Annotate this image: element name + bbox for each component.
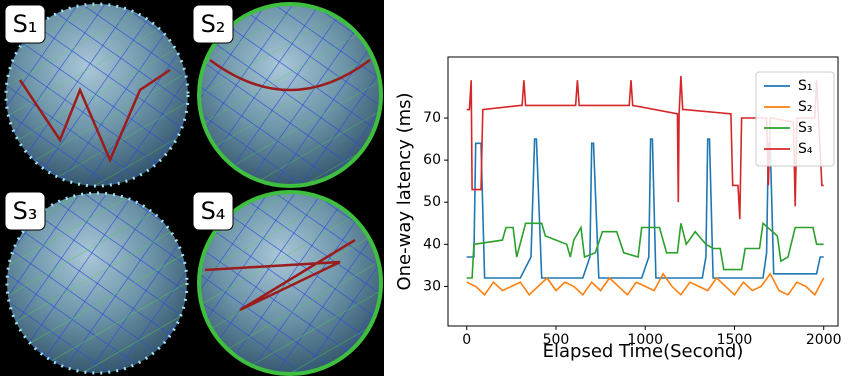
y-tick-label: 70 <box>423 110 441 126</box>
panel-label: S₁ <box>13 10 38 38</box>
globe <box>197 190 383 376</box>
panel-labels: S₁ S₂ S₃ S₄ <box>4 4 234 231</box>
legend-label: S₄ <box>798 141 813 157</box>
panel-label: S₂ <box>201 10 226 38</box>
x-tick-label: 500 <box>543 332 570 348</box>
y-tick-label: 30 <box>423 278 441 294</box>
y-tick-label: 50 <box>423 194 441 210</box>
legend-box <box>755 71 835 167</box>
panel-label-box <box>4 191 46 231</box>
series-line <box>466 221 824 279</box>
legend-label: S₁ <box>798 78 813 94</box>
x-tick-label: 2000 <box>806 332 842 348</box>
series-line <box>466 272 825 297</box>
panel-label-box <box>4 4 46 44</box>
chart: 30 40 50 60 70 0 500 1000 1500 2000 Elapsed Time(S… <box>394 56 842 362</box>
x-tick-label: 0 <box>462 332 471 348</box>
globe <box>197 2 383 188</box>
x-tick-label: 1000 <box>627 332 663 348</box>
globe <box>4 2 190 188</box>
panel-label: S₃ <box>13 197 38 225</box>
globe <box>5 191 189 375</box>
legend-label: S₃ <box>798 120 813 136</box>
panel-label-box <box>192 4 234 44</box>
y-tick-label: 40 <box>423 236 441 252</box>
x-tick-label: 1500 <box>717 332 753 348</box>
y-tick-label: 60 <box>423 152 441 168</box>
legend-label: S₂ <box>798 99 813 115</box>
globes <box>4 2 383 376</box>
y-axis-label: One-way latency (ms) <box>394 92 415 290</box>
x-axis-label: Elapsed Time(Second) <box>543 341 744 362</box>
panel-label-box <box>192 191 234 231</box>
panel-label: S₄ <box>201 197 226 225</box>
